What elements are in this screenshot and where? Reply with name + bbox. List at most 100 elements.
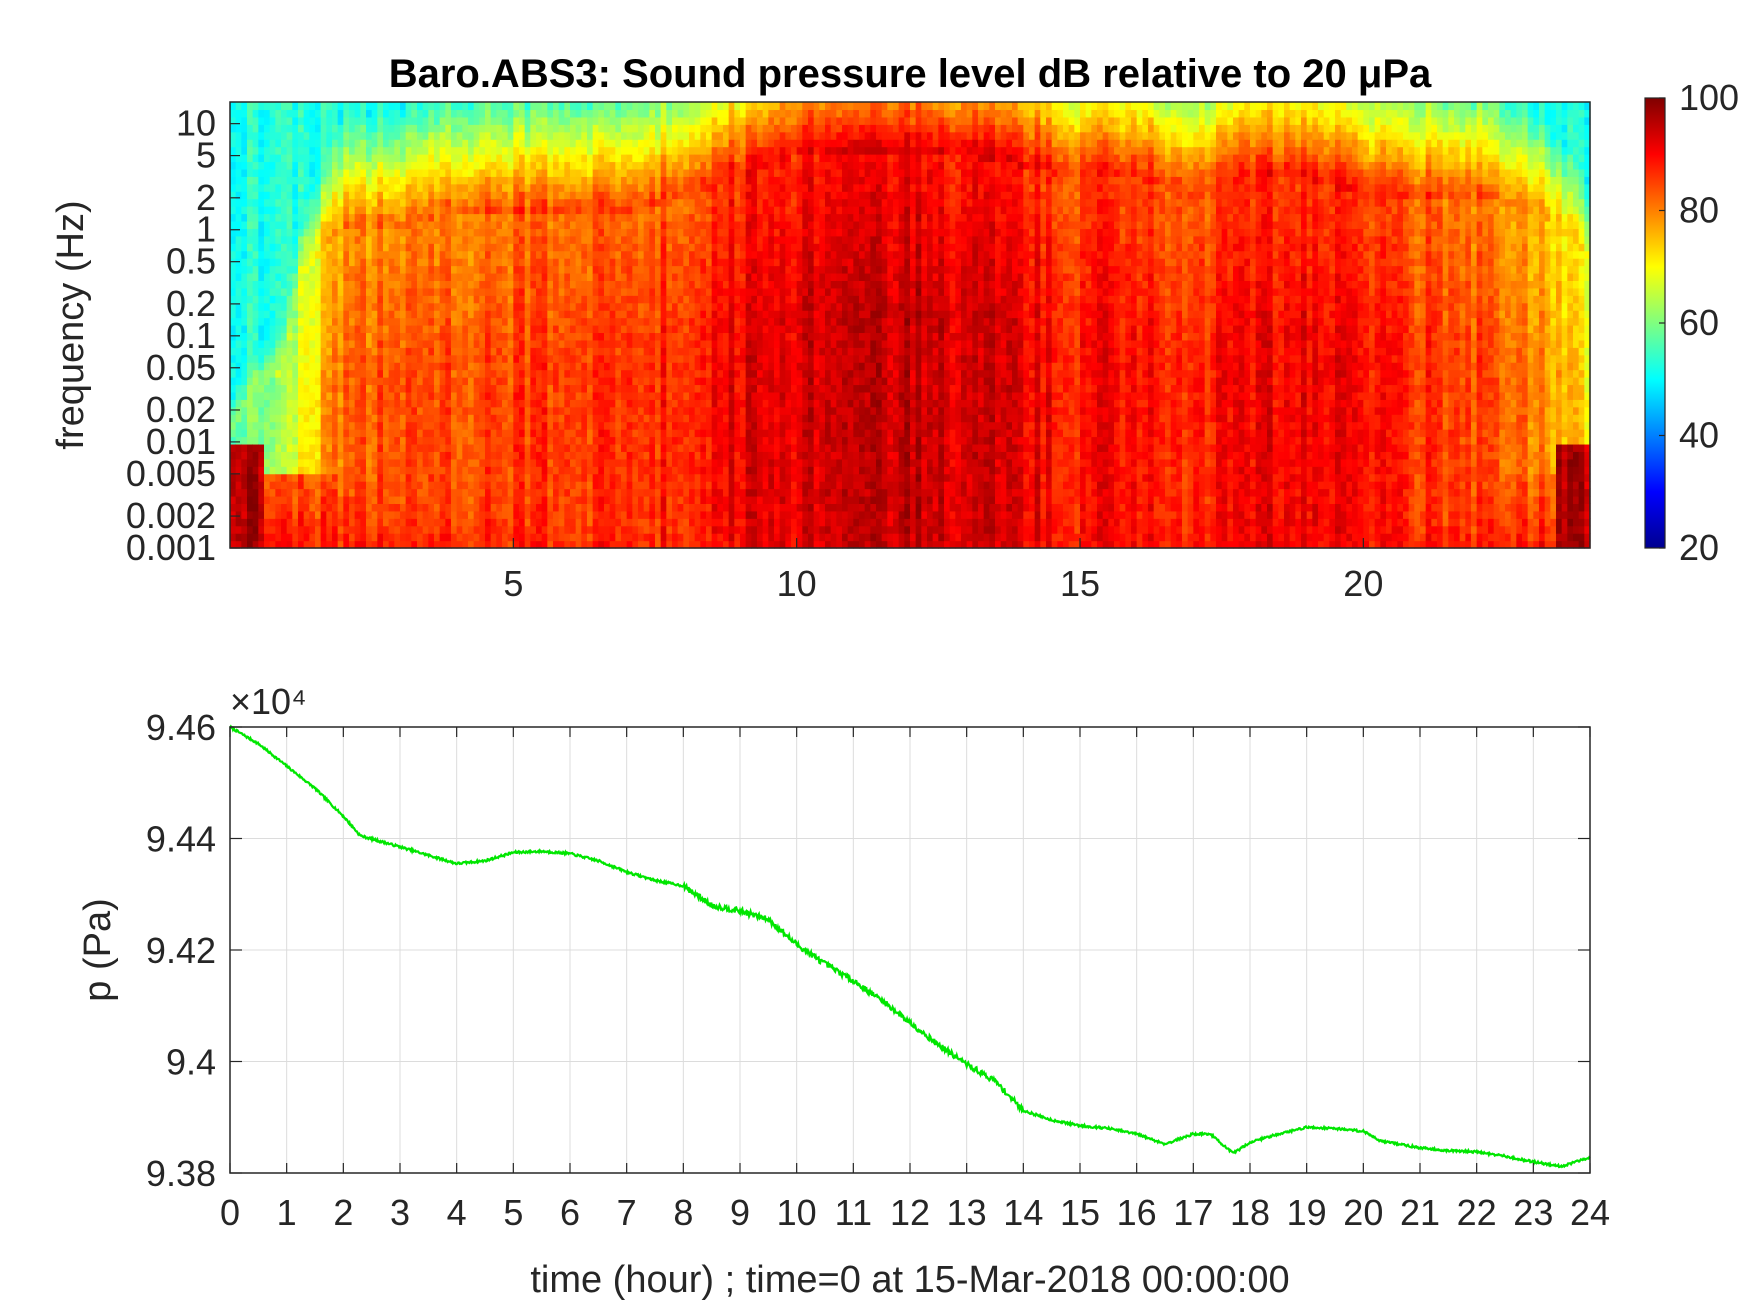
spectrogram-cell (309, 473, 316, 482)
spectrogram-cell (689, 458, 696, 467)
spectrogram-cell (343, 443, 350, 452)
spectrogram-cell (400, 206, 407, 215)
spectrogram-cell (564, 139, 571, 148)
spectrogram-cell (292, 495, 299, 504)
spectrogram-cell (349, 540, 356, 549)
spectrogram-cell (632, 414, 639, 423)
spectrogram-cell (468, 406, 475, 415)
spectrogram-cell (587, 518, 594, 527)
spectrogram-cell (439, 406, 446, 415)
spectrogram-cell (247, 116, 254, 125)
spectrogram-cell (326, 206, 333, 215)
spectrogram-cell (241, 429, 248, 438)
spectrogram-cell (655, 362, 662, 371)
spectrogram-cell (343, 243, 350, 252)
spectrogram-cell (462, 198, 469, 207)
spectrogram-cell (479, 414, 486, 423)
spectrogram-cell (632, 287, 639, 296)
spectrogram-cell (615, 109, 622, 118)
spectrogram-cell (519, 406, 526, 415)
spectrogram-cell (422, 384, 429, 393)
spectrogram-cell (405, 317, 412, 326)
spectrogram-cell (422, 168, 429, 177)
spectrogram-cell (230, 384, 237, 393)
spectrogram-cell (649, 109, 656, 118)
spectrogram-cell (530, 443, 537, 452)
spectrogram-cell (683, 518, 690, 527)
spectrogram-cell (626, 533, 633, 542)
spectrogram-cell (541, 362, 548, 371)
spectrogram-cell (411, 243, 418, 252)
spectrogram-cell (530, 339, 537, 348)
spectrogram-cell (524, 391, 531, 400)
spectrogram-cell (643, 510, 650, 519)
spectrogram-cell (309, 414, 316, 423)
spectrogram-cell (587, 406, 594, 415)
spectrogram-cell (417, 280, 424, 289)
spectrogram-cell (422, 243, 429, 252)
spectrogram-cell (524, 243, 531, 252)
spectrogram-cell (553, 414, 560, 423)
spectrogram-cell (496, 332, 503, 341)
spectrogram-cell (626, 406, 633, 415)
spectrogram-cell (377, 213, 384, 222)
spectrogram-cell (349, 228, 356, 237)
spectrogram-cell (609, 369, 616, 378)
spectrogram-cell (587, 525, 594, 534)
spectrogram-cell (309, 495, 316, 504)
spectrogram-cell (638, 481, 645, 490)
spectrogram-cell (479, 518, 486, 527)
spectrogram-cell (660, 525, 667, 534)
spectrogram-cell (485, 503, 492, 512)
spectrogram-cell (530, 466, 537, 475)
spectrogram-cell (649, 488, 656, 497)
spectrogram-cell (360, 235, 367, 244)
spectrogram-cell (400, 354, 407, 363)
spectrogram-cell (468, 154, 475, 163)
spectrogram-cell (479, 429, 486, 438)
spectrogram-cell (388, 429, 395, 438)
spectrogram-cell (615, 310, 622, 319)
spectrogram-cell (383, 362, 390, 371)
spectrogram-cell (360, 495, 367, 504)
spectrogram-cell (689, 154, 696, 163)
spectrogram-cell (496, 325, 503, 334)
spectrogram-cell (326, 161, 333, 170)
spectrogram-cell (604, 317, 611, 326)
spectrogram-cell (547, 287, 554, 296)
spectrogram-cell (383, 146, 390, 155)
spectrogram-cell (530, 451, 537, 460)
spectrogram-cell (666, 161, 673, 170)
spectrogram-cell (479, 139, 486, 148)
spectrogram-cell (485, 399, 492, 408)
spectrogram-cell (513, 176, 520, 185)
spectrogram-cell (468, 168, 475, 177)
spectrogram-cell (615, 287, 622, 296)
spectrogram-cell (570, 280, 577, 289)
spectrogram-cell (315, 198, 322, 207)
spectrogram-cell (541, 310, 548, 319)
spectrogram-cell (445, 191, 452, 200)
spectrogram-cell (626, 258, 633, 267)
spectrogram-cell (462, 139, 469, 148)
spectrogram-cell (689, 250, 696, 259)
spectrogram-cell (615, 510, 622, 519)
spectrogram-cell (581, 495, 588, 504)
spectrogram-cell (632, 436, 639, 445)
spectrogram-cell (609, 339, 616, 348)
spectrogram-cell (570, 272, 577, 281)
spectrogram-cell (258, 265, 265, 274)
spectrogram-cell (332, 332, 339, 341)
spectrogram-cell (683, 139, 690, 148)
spectrogram-cell (394, 421, 401, 430)
spectrogram-cell (377, 161, 384, 170)
spectrogram-cell (230, 377, 237, 386)
spectrogram-cell (621, 220, 628, 229)
spectrogram-cell (366, 302, 373, 311)
spectrogram-cell (660, 443, 667, 452)
spectrogram-cell (485, 168, 492, 177)
spectrogram-cell (241, 280, 248, 289)
spectrogram-cell (694, 481, 701, 490)
spectrogram-cell (445, 414, 452, 423)
spectrogram-cell (275, 325, 282, 334)
